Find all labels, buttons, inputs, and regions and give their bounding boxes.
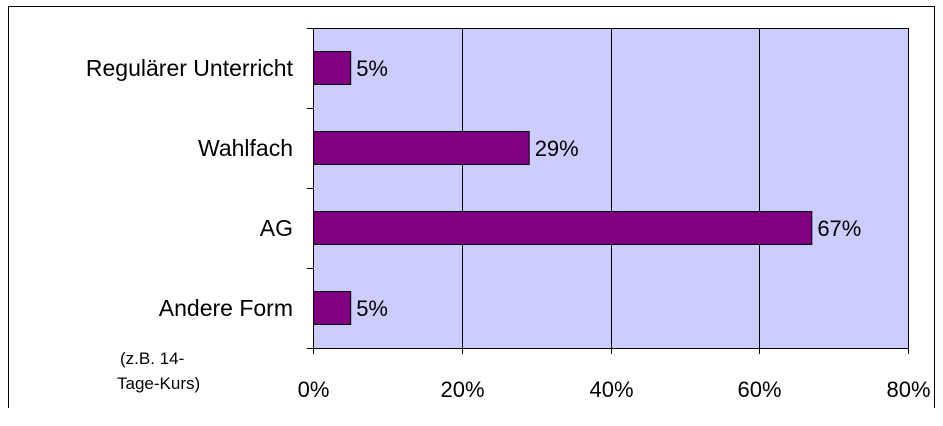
data-label: 67% [817, 216, 861, 241]
x-tick-label: 0% [298, 377, 330, 402]
category-note-line-2: Tage-Kurs) [117, 374, 200, 393]
x-tick-label: 40% [589, 377, 633, 402]
bar [313, 291, 352, 325]
plot-area [313, 28, 908, 348]
category-note-line-1: (z.B. 14- [120, 349, 184, 368]
x-tick-label: 80% [886, 377, 930, 402]
chart-frame [8, 6, 935, 408]
x-tick-label: 60% [737, 377, 781, 402]
category-label: Regulärer Unterricht [86, 55, 294, 81]
data-label: 5% [356, 296, 388, 321]
bar [313, 211, 813, 245]
bar [313, 51, 352, 85]
category-label: Andere Form [159, 295, 293, 321]
category-label: Wahlfach [198, 135, 293, 161]
data-label: 5% [356, 56, 388, 81]
x-tick-label: 20% [440, 377, 484, 402]
category-label: AG [260, 215, 293, 241]
bar [313, 131, 530, 165]
data-label: 29% [535, 136, 579, 161]
